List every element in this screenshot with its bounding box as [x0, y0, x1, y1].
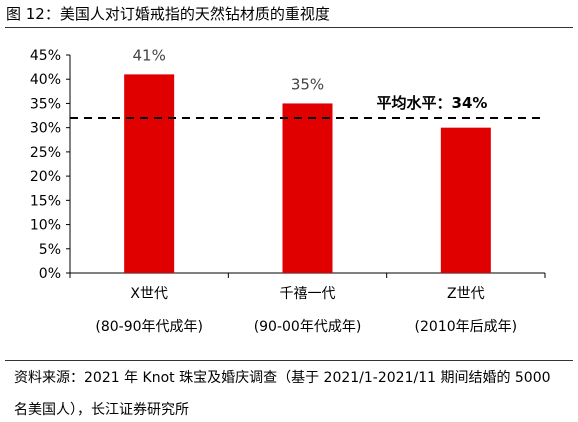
- average-line-group: 平均水平：34%: [70, 94, 545, 119]
- y-tick-label: 5%: [39, 242, 61, 258]
- title-rule: [5, 27, 573, 28]
- y-tick-label: 30%: [30, 121, 61, 137]
- bar-chart: 0% 5% 10% 15% 20% 25% 30% 35% 40% 45% X世代 (80-90年代成…: [30, 46, 546, 335]
- y-tick-label: 0%: [39, 266, 61, 282]
- data-label-1: 41%: [132, 46, 165, 64]
- category-label-2: 千禧一代: [280, 286, 336, 302]
- y-tick-label: 10%: [30, 218, 61, 234]
- category-sublabel-2: (90-00年代成年): [254, 319, 362, 335]
- category-label-3: Z世代: [447, 286, 485, 302]
- data-label-2: 35%: [291, 75, 324, 93]
- y-tick-label: 45%: [30, 48, 61, 64]
- average-label: 平均水平：34%: [377, 94, 488, 112]
- source-note: 资料来源：2021 年 Knot 珠宝及婚庆调查（基于 2021/1-2021/…: [14, 366, 570, 422]
- y-tick-label: 35%: [30, 96, 61, 112]
- bars: 41% 35%: [124, 46, 491, 274]
- source-rule: [5, 360, 573, 361]
- y-tick-label: 15%: [30, 193, 61, 209]
- y-tick-label: 20%: [30, 169, 61, 185]
- bar-1: [124, 74, 175, 273]
- source-line-1: 资料来源：2021 年 Knot 珠宝及婚庆调查（基于 2021/1-2021/…: [14, 370, 551, 386]
- bar-2: [282, 103, 333, 273]
- figure-title: 图 12：美国人对订婚戒指的天然钻材质的重视度: [6, 5, 330, 23]
- y-tick-label: 40%: [30, 72, 61, 88]
- category-label-1: X世代: [130, 286, 168, 302]
- source-line-2: 名美国人），长江证券研究所: [14, 402, 189, 418]
- category-sublabel-1: (80-90年代成年): [95, 319, 203, 335]
- y-tick-label: 25%: [30, 145, 61, 161]
- category-sublabel-3: (2010年后成年): [415, 319, 518, 335]
- bar-3: [440, 127, 491, 274]
